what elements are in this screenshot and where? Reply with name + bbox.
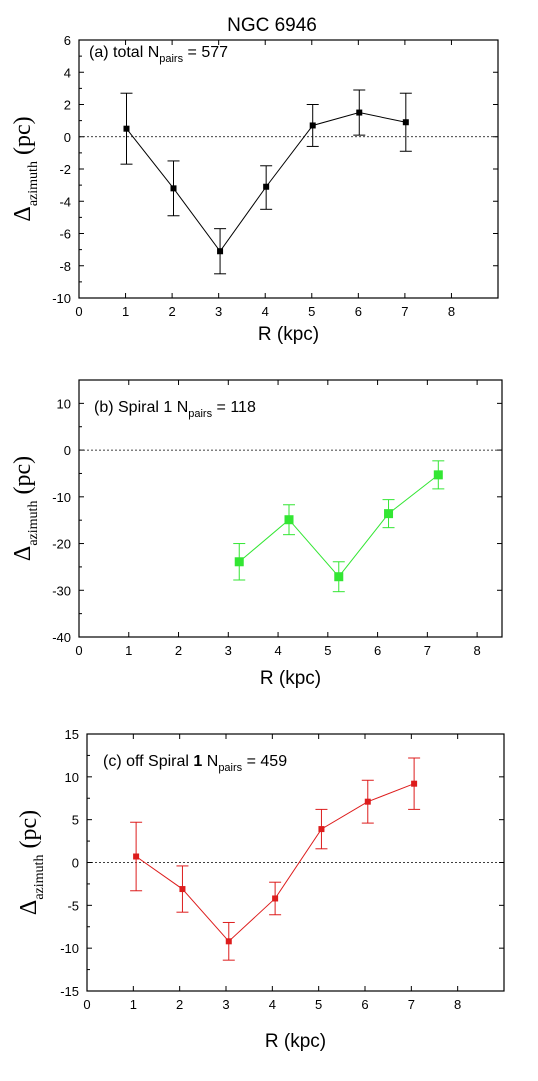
plot-frame xyxy=(78,379,503,638)
data-point xyxy=(284,515,294,525)
x-tick-label: 1 xyxy=(130,997,137,1012)
y-tick-label: -10 xyxy=(52,291,71,306)
y-tick-label: 15 xyxy=(65,727,79,742)
x-tick-label: 1 xyxy=(122,304,129,319)
y-axis-label: Δazimuth (pc) xyxy=(10,456,41,561)
y-axis-label: Δazimuth (pc) xyxy=(10,116,41,221)
x-tick-label: 6 xyxy=(361,997,368,1012)
figure-title: NGC 6946 xyxy=(227,15,317,36)
panel-b: 0 1 2 3 4 5 6 7 8 -40 -30 -20 -10 0 10 (b) Spiral 1 Npa… xyxy=(10,379,503,689)
data-point xyxy=(179,886,186,893)
data-point xyxy=(411,780,418,787)
y-axis-label: Δazimuth (pc) xyxy=(16,810,47,915)
y-tick-label: -4 xyxy=(59,194,71,209)
x-tick-label: 6 xyxy=(355,304,362,319)
x-tick-label: 0 xyxy=(75,643,82,658)
x-tick-label: 4 xyxy=(269,997,276,1012)
y-tick-label: 10 xyxy=(65,770,79,785)
data-point xyxy=(272,895,279,902)
x-tick-label: 4 xyxy=(262,304,269,319)
data-point xyxy=(334,572,344,582)
data-point xyxy=(309,122,316,129)
y-tick-label: -40 xyxy=(52,630,71,645)
data-point xyxy=(384,509,394,519)
x-tick-label: 6 xyxy=(374,643,381,658)
x-tick-label: 3 xyxy=(215,304,222,319)
y-tick-label: -10 xyxy=(60,941,79,956)
data-point xyxy=(356,109,363,116)
data-point xyxy=(123,125,130,132)
x-tick-label: 4 xyxy=(274,643,281,658)
x-tick-label: 5 xyxy=(315,997,322,1012)
y-tick-label: 10 xyxy=(57,396,71,411)
x-tick-label: 2 xyxy=(168,304,175,319)
x-tick-label: 5 xyxy=(324,643,331,658)
data-point xyxy=(225,938,232,945)
x-axis-label: R (kpc) xyxy=(258,324,319,345)
data-point xyxy=(263,183,270,190)
y-tick-label: -10 xyxy=(52,490,71,505)
data-point xyxy=(234,557,244,567)
data-point xyxy=(170,185,177,192)
x-axis-label: R (kpc) xyxy=(260,668,321,689)
x-tick-label: 3 xyxy=(222,997,229,1012)
panel-a: 0 1 2 3 4 5 6 7 8 -10 -8 -6 -4 -2 0 2 4 6 (a) total Npairs… xyxy=(10,33,499,345)
x-tick-label: 1 xyxy=(125,643,132,658)
y-tick-label: -20 xyxy=(52,537,71,552)
x-tick-label: 5 xyxy=(308,304,315,319)
x-tick-label: 2 xyxy=(175,643,182,658)
panel-annotation: (b) Spiral 1 Npairs = 118 xyxy=(94,399,256,420)
x-tick-label: 7 xyxy=(401,304,408,319)
panel-annotation: (c) off Spiral 1 Npairs = 459 xyxy=(103,753,287,774)
data-point xyxy=(133,853,140,860)
y-tick-label: 0 xyxy=(64,130,71,145)
panel-c: 0 1 2 3 4 5 6 7 8 -15 -10 -5 0 5 10 15 (c) off Spiral 1 … xyxy=(16,727,505,1052)
x-tick-label: 0 xyxy=(75,304,82,319)
y-tick-label: -8 xyxy=(59,259,71,274)
data-point xyxy=(402,119,409,126)
y-tick-label: -5 xyxy=(67,898,79,913)
y-tick-label: 5 xyxy=(72,813,79,828)
y-tick-label: -15 xyxy=(60,984,79,999)
x-tick-label: 3 xyxy=(225,643,232,658)
x-tick-label: 8 xyxy=(474,643,481,658)
x-tick-label: 8 xyxy=(454,997,461,1012)
y-tick-label: -30 xyxy=(52,583,71,598)
data-point xyxy=(364,798,371,805)
y-tick-label: -6 xyxy=(59,227,71,242)
x-axis-label: R (kpc) xyxy=(265,1031,326,1052)
y-tick-label: 0 xyxy=(72,856,79,871)
x-tick-label: 7 xyxy=(408,997,415,1012)
x-tick-label: 2 xyxy=(176,997,183,1012)
data-point xyxy=(433,470,443,480)
panel-annotation: (a) total Npairs = 577 xyxy=(89,44,228,65)
y-tick-label: 2 xyxy=(64,98,71,113)
x-tick-label: 8 xyxy=(448,304,455,319)
y-tick-label: -2 xyxy=(59,162,71,177)
y-tick-label: 6 xyxy=(64,33,71,48)
y-tick-label: 0 xyxy=(64,443,71,458)
x-tick-label: 7 xyxy=(424,643,431,658)
y-tick-label: 4 xyxy=(64,65,71,80)
plot-frame xyxy=(78,39,499,299)
data-point xyxy=(217,248,224,255)
x-tick-label: 0 xyxy=(83,997,90,1012)
data-point xyxy=(318,826,325,833)
